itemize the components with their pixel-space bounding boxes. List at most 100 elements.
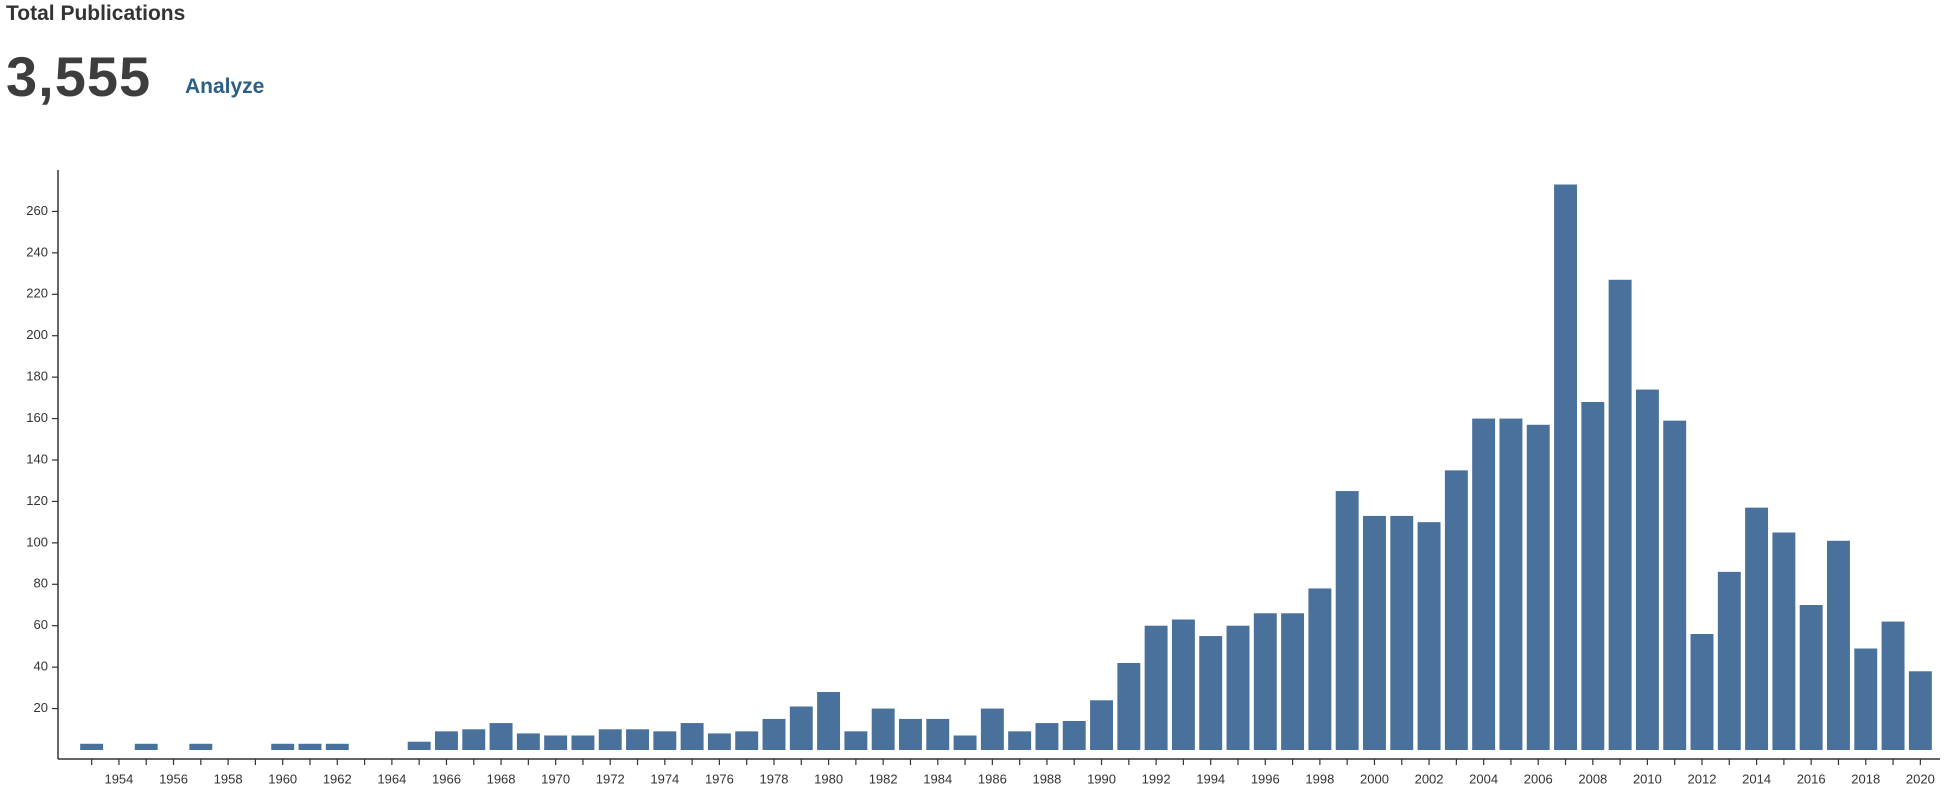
bar: [1663, 420, 1687, 750]
x-tick-label: 1970: [541, 771, 570, 786]
x-tick-label: 1986: [978, 771, 1007, 786]
x-tick-label: 1958: [214, 771, 243, 786]
total-count: 3,555: [6, 45, 152, 108]
x-tick-label: 2000: [1360, 771, 1389, 786]
y-tick-label: 200: [26, 327, 48, 342]
bar: [1526, 424, 1550, 750]
x-tick-label: 1968: [487, 771, 516, 786]
analyze-link[interactable]: Analyze: [185, 75, 265, 98]
y-tick-label: 80: [34, 576, 48, 591]
bar: [80, 743, 104, 750]
bar: [1581, 402, 1605, 750]
bar: [598, 729, 622, 750]
x-tick-label: 2016: [1797, 771, 1826, 786]
bar: [1390, 515, 1414, 750]
x-tick-label: 1976: [705, 771, 734, 786]
x-tick-label: 2014: [1742, 771, 1771, 786]
y-tick-label: 120: [26, 493, 48, 508]
bar: [1635, 389, 1659, 750]
bar: [844, 731, 868, 750]
bar: [1090, 700, 1113, 750]
x-tick-label: 1960: [268, 771, 297, 786]
x-tick-label: 1994: [1196, 771, 1225, 786]
bar: [1281, 613, 1305, 750]
bar: [1881, 621, 1905, 750]
bar: [1308, 588, 1332, 750]
bar: [762, 718, 786, 750]
bar: [789, 706, 813, 750]
x-tick-label: 1974: [650, 771, 679, 786]
bar: [134, 743, 158, 750]
bar: [1062, 721, 1086, 750]
x-tick-label: 2020: [1906, 771, 1935, 786]
bar: [516, 733, 540, 750]
bar: [1745, 507, 1769, 750]
bar: [1171, 619, 1195, 750]
x-tick-label: 2018: [1851, 771, 1880, 786]
x-tick-label: 1962: [323, 771, 352, 786]
bar: [899, 718, 922, 750]
x-tick-label: 1990: [1087, 771, 1116, 786]
bar: [407, 741, 431, 750]
bar: [435, 731, 458, 750]
bar: [1472, 418, 1496, 750]
bar: [680, 723, 704, 750]
bar: [1417, 522, 1441, 750]
bar: [325, 743, 349, 750]
y-tick-label: 220: [26, 286, 48, 301]
bar: [571, 735, 595, 750]
y-tick-label: 40: [34, 659, 48, 674]
bar: [1199, 636, 1223, 750]
x-tick-label: 1992: [1142, 771, 1171, 786]
x-tick-label: 2004: [1469, 771, 1498, 786]
bar: [1008, 731, 1032, 750]
y-tick-label: 160: [26, 410, 48, 425]
x-tick-label: 2010: [1633, 771, 1662, 786]
x-tick-label: 1956: [159, 771, 188, 786]
bar: [1799, 605, 1823, 750]
bar: [298, 743, 322, 750]
x-tick-label: 1954: [104, 771, 133, 786]
x-tick-label: 1966: [432, 771, 461, 786]
bar: [1908, 671, 1932, 750]
bar: [980, 708, 1004, 750]
bar: [1608, 279, 1632, 750]
bar: [1690, 634, 1714, 750]
bar: [817, 692, 841, 750]
x-tick-label: 1980: [814, 771, 843, 786]
bar: [871, 708, 895, 750]
bar: [1854, 648, 1878, 750]
x-tick-label: 1982: [869, 771, 898, 786]
bar: [1772, 532, 1796, 750]
y-tick-label: 20: [34, 700, 48, 715]
x-tick-label: 2006: [1524, 771, 1553, 786]
bar: [189, 743, 213, 750]
x-tick-label: 2008: [1578, 771, 1607, 786]
bar: [1226, 625, 1250, 750]
x-tick-label: 1988: [1032, 771, 1061, 786]
y-tick-label: 240: [26, 244, 48, 259]
bar: [489, 723, 513, 750]
x-tick-label: 1964: [377, 771, 406, 786]
bar: [1444, 470, 1468, 750]
bar: [544, 735, 568, 750]
bar: [271, 743, 295, 750]
bar: [1253, 613, 1277, 750]
y-tick-label: 100: [26, 534, 48, 549]
bar: [1035, 723, 1059, 750]
x-tick-label: 2012: [1688, 771, 1717, 786]
bar: [653, 731, 677, 750]
x-tick-label: 1978: [760, 771, 789, 786]
bar: [462, 729, 486, 750]
title: Total Publications: [6, 2, 186, 25]
bar: [1717, 571, 1741, 750]
bar: [1363, 515, 1386, 750]
bar: [735, 731, 759, 750]
y-tick-label: 180: [26, 369, 48, 384]
bar: [926, 718, 950, 750]
bar: [626, 729, 649, 750]
bar: [1499, 418, 1523, 750]
x-tick-label: 2002: [1415, 771, 1444, 786]
